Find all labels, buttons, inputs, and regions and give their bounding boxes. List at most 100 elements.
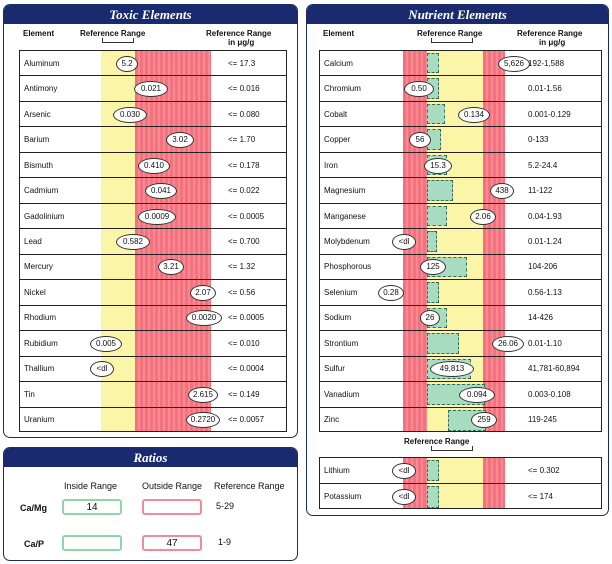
toxic-range-tin: <= 0.149: [228, 389, 260, 399]
toxic-row-arsenic: Arsenic 0.030 <= 0.080: [20, 102, 286, 128]
toxic-reference-range-header: Reference Range: [80, 29, 146, 38]
ratio-reference-ca-p: 1-9: [218, 537, 232, 547]
toxic-row-rhodium: Rhodium 0.0020 <= 0.0005: [20, 306, 286, 332]
ratios-panel: Ratios Inside Range Outside Range Refere…: [3, 447, 298, 561]
toxic-value-thallium: <dl: [90, 361, 114, 378]
toxic-range-antimony: <= 0.016: [228, 84, 260, 94]
ratio-reference-ca-mg: 5-29: [216, 501, 235, 511]
toxic-name-barium: Barium: [24, 135, 50, 145]
toxic-value-arsenic: 0.030: [113, 106, 147, 123]
nutrient-value-phosphorous: 125: [420, 259, 446, 276]
toxic-name-nickel: Nickel: [24, 287, 46, 297]
nutrient-bar-selenium: [427, 282, 439, 303]
toxic-value-gadolinium: 0.0009: [138, 208, 176, 225]
nutrient-extra-range-lithium: <= 0.302: [528, 466, 560, 475]
nutrient-extra-range-potassium: <= 174: [528, 492, 553, 501]
nutrient-row-strontium: Strontium 26.06 0.01-1.10: [320, 331, 601, 357]
toxic-value-bismuth: 0.410: [138, 157, 170, 174]
nutrient-value-selenium: 0.28: [378, 284, 404, 301]
ratios-reference-header: Reference Range: [214, 481, 285, 491]
nutrient-range-iron: 5.2-24.4: [528, 160, 558, 170]
toxic-range-gadolinium: <= 0.0005: [228, 211, 265, 221]
toxic-row-antimony: Antimony 0.021 <= 0.016: [20, 76, 286, 102]
nutrient-name-copper: Copper: [324, 135, 351, 145]
nutrient-value-manganese: 2.06: [470, 208, 496, 225]
nutrient-value-vanadium: 0.094: [459, 386, 495, 403]
nutrient-bar-cobalt: [427, 103, 445, 125]
nutrient-value-copper: 56: [409, 132, 431, 149]
nutrient-row-manganese: Manganese 2.06 0.04-1.93: [320, 204, 601, 230]
toxic-range-cadmium: <= 0.022: [228, 186, 260, 196]
nutrient-extra-row-lithium: Lithium <dl <= 0.302: [320, 458, 601, 484]
nutrient-name-strontium: Strontium: [324, 338, 359, 348]
toxic-elements-title: Toxic Elements: [4, 5, 297, 24]
nutrient-name-phosphorous: Phosphorous: [324, 262, 372, 272]
ratio-outside-ca-mg: [142, 499, 202, 515]
toxic-element-header: Element: [23, 29, 55, 38]
nutrient-extra-tick: [431, 446, 473, 451]
ratio-name-ca-mg: Ca/Mg: [20, 503, 47, 513]
nutrient-elements-title: Nutrient Elements: [307, 5, 608, 24]
ratios-outside-header: Outside Range: [142, 481, 203, 491]
toxic-row-lead: Lead 0.582 <= 0.700: [20, 229, 286, 255]
toxic-elements-panel: Toxic Elements Element Reference Range R…: [3, 4, 298, 438]
toxic-range-lead: <= 0.700: [228, 236, 260, 246]
toxic-range-arsenic: <= 0.080: [228, 109, 260, 119]
nutrient-extra-bar-lithium: [427, 460, 439, 481]
toxic-name-mercury: Mercury: [24, 262, 53, 272]
toxic-value-aluminum: 5.2: [116, 55, 138, 72]
nutrient-row-sodium: Sodium 26 14-426: [320, 306, 601, 332]
nutrient-value-strontium: 26.06: [492, 335, 524, 352]
nutrient-bar-calcium: [427, 53, 439, 74]
toxic-name-thallium: Thallium: [24, 364, 55, 374]
nutrient-value-cobalt: 0.134: [458, 106, 490, 123]
toxic-range-bismuth: <= 0.178: [228, 160, 260, 170]
nutrient-value-sulfur: 49,813: [430, 361, 474, 378]
nutrient-name-vanadium: Vanadium: [324, 389, 360, 399]
toxic-row-barium: Barium 3.02 <= 1.70: [20, 127, 286, 153]
toxic-name-rhodium: Rhodium: [24, 313, 57, 323]
toxic-value-rhodium: 0.0020: [186, 310, 222, 327]
toxic-value-lead: 0.582: [116, 233, 150, 250]
nutrient-range-tick: [431, 38, 473, 43]
nutrient-range-sulfur: 41,781-60,894: [528, 364, 580, 374]
toxic-range-rubidium: <= 0.010: [228, 338, 260, 348]
nutrient-unit-header-1: Reference Range: [517, 29, 583, 38]
toxic-value-rubidium: 0.005: [90, 335, 122, 352]
toxic-value-mercury: 3.21: [158, 259, 184, 276]
toxic-name-rubidium: Rubidium: [24, 338, 58, 348]
toxic-value-antimony: 0.021: [134, 81, 168, 98]
nutrient-elements-panel: Nutrient Elements Element Reference Rang…: [306, 4, 609, 516]
nutrient-name-sodium: Sodium: [324, 313, 352, 323]
nutrient-range-chromium: 0.01-1.56: [528, 84, 562, 94]
toxic-name-arsenic: Arsenic: [24, 109, 51, 119]
nutrient-row-molybdenum: Molybdenum <dl 0.01-1.24: [320, 229, 601, 255]
nutrient-row-zinc: Zinc 259 119-245: [320, 408, 601, 433]
nutrient-range-zinc: 119-245: [528, 415, 557, 425]
nutrient-element-header: Element: [323, 29, 355, 38]
nutrient-name-chromium: Chromium: [324, 84, 361, 94]
nutrient-range-cobalt: 0.001-0.129: [528, 109, 571, 119]
nutrient-range-sodium: 14-426: [528, 313, 553, 323]
toxic-row-nickel: Nickel 2.07 <= 0.56: [20, 280, 286, 306]
nutrient-reference-range-header: Reference Range: [417, 29, 483, 38]
nutrient-name-manganese: Manganese: [324, 211, 366, 221]
toxic-row-bismuth: Bismuth 0.410 <= 0.178: [20, 153, 286, 179]
nutrient-extra-reference-header: Reference Range: [404, 437, 470, 446]
nutrient-row-phosphorous: Phosphorous 125 104-206: [320, 255, 601, 281]
toxic-name-tin: Tin: [24, 389, 35, 399]
nutrient-range-magnesium: 11-122: [528, 186, 553, 196]
nutrient-name-magnesium: Magnesium: [324, 186, 366, 196]
nutrient-extra-name-lithium: Lithium: [324, 466, 350, 475]
nutrient-range-vanadium: 0.003-0.108: [528, 389, 571, 399]
toxic-name-cadmium: Cadmium: [24, 186, 59, 196]
nutrient-extra-value-lithium: <dl: [392, 463, 416, 479]
toxic-name-antimony: Antimony: [24, 84, 58, 94]
nutrient-range-manganese: 0.04-1.93: [528, 211, 562, 221]
toxic-unit-header-1: Reference Range: [206, 29, 272, 38]
nutrient-value-calcium: 5,626: [498, 55, 530, 72]
toxic-row-uranium: Uranium 0.2720 <= 0.0057: [20, 408, 286, 433]
toxic-range-rhodium: <= 0.0005: [228, 313, 265, 323]
nutrient-name-sulfur: Sulfur: [324, 364, 345, 374]
nutrient-range-phosphorous: 104-206: [528, 262, 558, 272]
